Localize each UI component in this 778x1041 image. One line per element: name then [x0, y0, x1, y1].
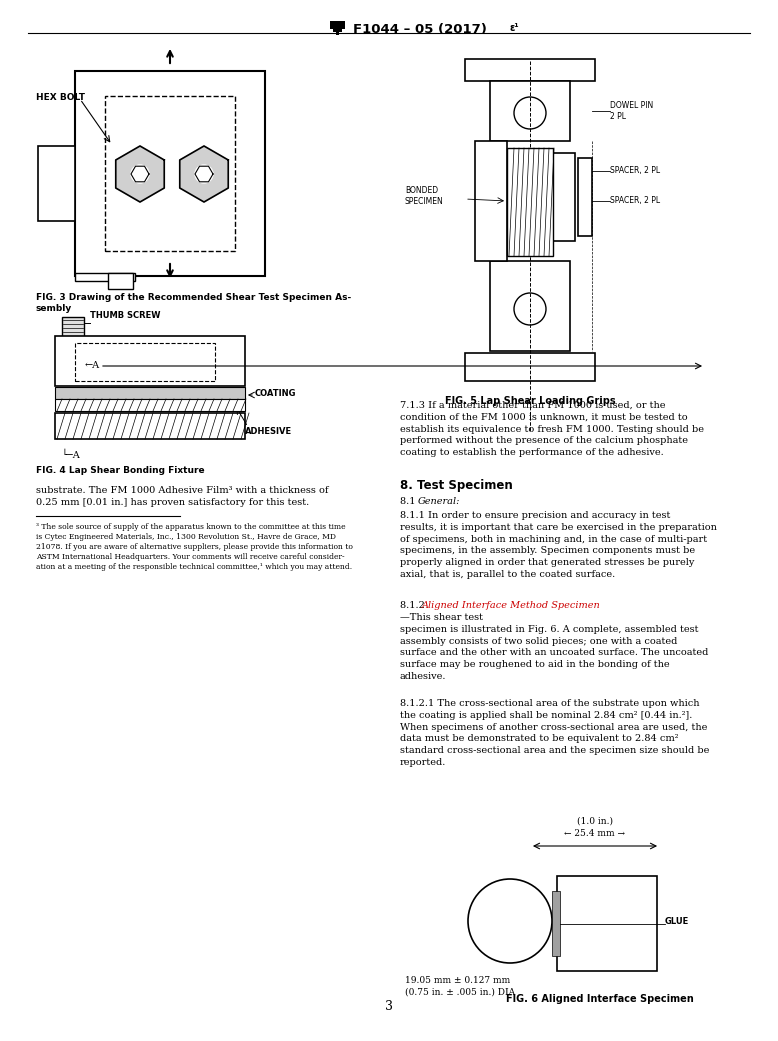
- Bar: [557, 875, 657, 971]
- Text: 8. Test Specimen: 8. Test Specimen: [400, 479, 513, 492]
- Bar: [75, 342, 215, 381]
- Bar: [334, 21, 337, 32]
- Bar: [507, 148, 553, 256]
- Text: 7.1.3 If a material other than FM 1000 is used, or the
condition of the FM 1000 : 7.1.3 If a material other than FM 1000 i…: [400, 401, 704, 457]
- Bar: [553, 153, 575, 242]
- Bar: [38, 146, 75, 221]
- Text: COATING: COATING: [255, 388, 296, 398]
- Bar: [331, 21, 334, 29]
- Text: 8.1: 8.1: [400, 497, 419, 506]
- Bar: [490, 261, 570, 351]
- Text: Aligned Interface Method Specimen: Aligned Interface Method Specimen: [422, 601, 601, 610]
- Text: FIG. 3 Drawing of the Recommended Shear Test Specimen As-
sembly: FIG. 3 Drawing of the Recommended Shear …: [36, 293, 351, 313]
- Text: ADHESIVE: ADHESIVE: [245, 427, 292, 435]
- Polygon shape: [116, 146, 164, 202]
- Bar: [475, 141, 507, 261]
- Bar: [105, 96, 235, 251]
- Text: DOWEL PIN
2 PL: DOWEL PIN 2 PL: [610, 101, 654, 121]
- Text: FIG. 6 Aligned Interface Specimen: FIG. 6 Aligned Interface Specimen: [506, 994, 694, 1004]
- Text: (1.0 in.): (1.0 in.): [577, 817, 613, 826]
- Text: ε¹: ε¹: [510, 23, 520, 33]
- Text: 8.1.2: 8.1.2: [400, 601, 428, 610]
- Bar: [490, 81, 570, 141]
- Text: 0.25 mm [0.01 in.] has proven satisfactory for this test.: 0.25 mm [0.01 in.] has proven satisfacto…: [36, 498, 309, 507]
- Text: General:: General:: [418, 497, 461, 506]
- Bar: [75, 273, 135, 281]
- Circle shape: [514, 97, 546, 129]
- Text: F1044 – 05 (2017): F1044 – 05 (2017): [353, 23, 487, 36]
- Bar: [55, 399, 245, 411]
- Bar: [552, 891, 560, 956]
- Text: 19.05 mm ± 0.127 mm
(0.75 in. ± .005 in.) DIA: 19.05 mm ± 0.127 mm (0.75 in. ± .005 in.…: [405, 976, 515, 996]
- Text: ← 25.4 mm →: ← 25.4 mm →: [565, 829, 626, 838]
- Text: HEX BOLT: HEX BOLT: [36, 93, 85, 102]
- Text: FIG. 4 Lap Shear Bonding Fixture: FIG. 4 Lap Shear Bonding Fixture: [36, 466, 205, 475]
- Text: SPACER, 2 PL: SPACER, 2 PL: [610, 197, 660, 205]
- Bar: [465, 353, 595, 381]
- Circle shape: [195, 166, 213, 183]
- Circle shape: [468, 879, 552, 963]
- Polygon shape: [180, 146, 228, 202]
- Text: —This shear test
specimen is illustrated in Fig. 6. A complete, assembled test
a: —This shear test specimen is illustrated…: [400, 613, 709, 681]
- Text: GLUE: GLUE: [665, 916, 689, 925]
- Bar: [62, 318, 84, 339]
- Bar: [55, 336, 245, 386]
- Text: FIG. 5 Lap Shear Loading Grips: FIG. 5 Lap Shear Loading Grips: [445, 396, 615, 406]
- Bar: [465, 59, 595, 81]
- Text: substrate. The FM 1000 Adhesive Film³ with a thickness of: substrate. The FM 1000 Adhesive Film³ wi…: [36, 486, 328, 496]
- Text: 3: 3: [385, 1000, 393, 1013]
- Circle shape: [131, 166, 149, 183]
- Bar: [55, 387, 245, 399]
- Bar: [342, 21, 345, 29]
- Text: 8.1.2.1 The cross-sectional area of the substrate upon which
the coating is appl: 8.1.2.1 The cross-sectional area of the …: [400, 699, 710, 767]
- Bar: [108, 273, 133, 289]
- Bar: [578, 158, 592, 236]
- Text: ←A: ←A: [85, 361, 100, 371]
- Text: 8.1.1 In order to ensure precision and accuracy in test
results, it is important: 8.1.1 In order to ensure precision and a…: [400, 511, 717, 579]
- Bar: [337, 21, 339, 35]
- Text: BONDED
SPECIMEN: BONDED SPECIMEN: [405, 186, 443, 206]
- Text: └─A: └─A: [62, 451, 81, 460]
- Circle shape: [514, 293, 546, 325]
- Bar: [339, 21, 342, 32]
- Text: THUMB SCREW: THUMB SCREW: [90, 311, 160, 321]
- Bar: [55, 413, 245, 439]
- Bar: [75, 71, 265, 276]
- Text: ³ The sole source of supply of the apparatus known to the committee at this time: ³ The sole source of supply of the appar…: [36, 523, 353, 572]
- Text: SPACER, 2 PL: SPACER, 2 PL: [610, 167, 660, 176]
